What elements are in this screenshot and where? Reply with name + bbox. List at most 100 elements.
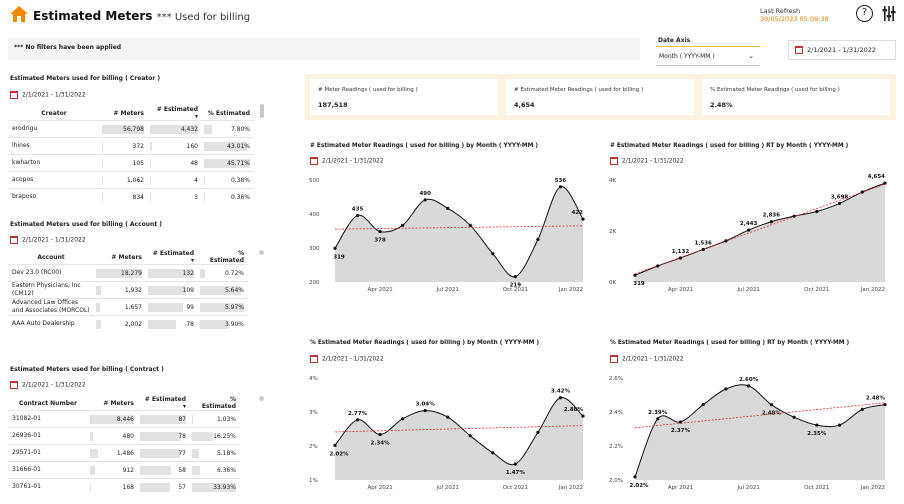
cell-text: 160 [186, 142, 198, 150]
y-tick-label: 4K [609, 178, 616, 184]
data-bar [140, 415, 186, 424]
chart3-title: % Estimated Meter Readings ( used for bi… [310, 340, 540, 346]
row-value: 48 [148, 154, 202, 172]
row-value: 912 [88, 461, 138, 479]
calendar-icon [795, 46, 803, 54]
data-bar [204, 193, 205, 202]
data-point [536, 430, 540, 434]
y-tick-label: 200 [309, 280, 320, 286]
data-point [792, 214, 796, 218]
column-header[interactable]: Account [37, 253, 65, 261]
row-value: 3 [148, 188, 202, 206]
contract-scrollbar[interactable] [259, 396, 264, 401]
sliders-icon[interactable] [882, 6, 896, 21]
sort-desc-icon: ▾ [194, 113, 198, 120]
data-point [333, 246, 337, 250]
table-row[interactable]: AAA Auto Dealership 2,002 78 3.90% [8, 315, 248, 333]
creator-date-range-text: 2/1/2021 - 1/31/2022 [22, 91, 86, 99]
cell-text: 58 [178, 466, 186, 474]
cell-text: Advanced Law Offices and Associates (MOR… [12, 299, 90, 314]
data-point [860, 190, 864, 194]
chart-pct-estimated-rt-by-month: 2.02% 2.39% 2.37% 2.60% 2.48% 2.35% 2.48% 2.0% 2… [609, 376, 887, 491]
column-header[interactable]: % Estimated [207, 109, 250, 117]
cell-text: Dev 23.0 (RC00) [12, 269, 62, 276]
cell-text: 3 [194, 193, 198, 201]
row-value: 168 [88, 478, 138, 496]
last-refresh-label: Last Refresh [760, 7, 801, 15]
data-label: 3.04% [416, 402, 436, 408]
column-header[interactable]: # Estimated ▾ [144, 396, 186, 410]
series-line [634, 384, 886, 478]
last-refresh-timestamp: 30/05/2023 05:09:38 [760, 15, 829, 23]
column-header[interactable]: # Meters [103, 399, 134, 407]
table-row[interactable]: 31082-01 8,446 87 1.03% [8, 410, 240, 428]
y-tick-label: 400 [309, 212, 320, 218]
y-tick-label: 1% [309, 478, 318, 484]
creator-table: Creator # Meters # Estimated ▾ % Estimated e… [8, 106, 254, 206]
column-header[interactable]: # Meters [113, 109, 144, 117]
data-bar [96, 303, 101, 312]
sort-desc-icon: ▾ [182, 403, 186, 410]
row-label: 26936-01 [8, 427, 88, 445]
cell-text: 480 [122, 432, 134, 440]
data-bar [148, 303, 183, 312]
chart-estimated-by-month: 319 435 378 490 219 536 422 200 300 400 500 Apr 202… [309, 178, 585, 293]
chevron-down-icon: ⌄ [748, 52, 754, 60]
table-row[interactable]: 29571-01 1,486 77 5.18% [8, 444, 240, 462]
data-point [769, 403, 773, 407]
help-icon[interactable]: ? [856, 5, 873, 22]
table-row[interactable]: kwharton 105 48 45.71% [8, 154, 254, 172]
data-point [837, 201, 842, 206]
x-tick-label: Oct 2021 [503, 287, 528, 293]
column-header[interactable]: % Estimated [201, 396, 236, 410]
column-header[interactable]: % Estimated [209, 250, 244, 264]
creator-scrollbar[interactable] [260, 104, 264, 118]
table-row[interactable]: 26936-01 480 78 16.25% [8, 427, 240, 445]
table-row[interactable]: Advanced Law Offices and Associates (MOR… [8, 298, 248, 316]
data-point [581, 414, 585, 418]
data-label: 2.60% [739, 377, 759, 383]
data-bar [204, 159, 250, 168]
data-point [701, 247, 705, 252]
cell-text: 31666-01 [12, 466, 41, 473]
table-row[interactable]: 30761-01 168 57 33.93% [8, 478, 240, 496]
data-point [883, 181, 887, 185]
data-point [558, 185, 563, 189]
table-row[interactable]: Dev 23.0 (RC00) 18,279 132 0.72% [8, 264, 248, 282]
date-range-value: 2/1/2021 - 1/31/2022 [807, 46, 876, 54]
column-header[interactable]: # Meters [111, 253, 142, 261]
date-range-picker[interactable]: 2/1/2021 - 1/31/2022 [788, 40, 896, 60]
x-tick-label: Apr 2021 [668, 287, 693, 293]
row-label: 29571-01 [8, 444, 88, 462]
column-header[interactable]: # Estimated ▾ [156, 106, 198, 120]
x-tick-label: Jan 2022 [860, 485, 885, 491]
x-tick-label: Oct 2021 [804, 287, 829, 293]
table-row[interactable]: Eastern Physicians, Inc (CM12) 1,932 109 5.… [8, 281, 248, 299]
area-fill [635, 384, 885, 480]
data-point [769, 220, 773, 224]
column-header[interactable]: # Estimated ▾ [152, 250, 194, 264]
data-bar [140, 449, 181, 458]
account-scrollbar[interactable] [259, 250, 264, 255]
data-label: 2,443 [740, 221, 758, 227]
data-label: 2.48% [762, 411, 782, 417]
row-label: erodrigu [8, 120, 100, 138]
data-point [558, 396, 563, 400]
data-bar [192, 432, 214, 441]
house-icon [10, 6, 28, 22]
column-header[interactable]: Creator [41, 109, 67, 117]
date-axis-selected-value: Month ( YYYY-MM ) [659, 53, 715, 60]
data-label: 2.37% [671, 428, 691, 434]
row-value: 2,002 [94, 315, 146, 333]
table-row[interactable]: acopos 1,062 4 0.38% [8, 171, 254, 189]
table-row[interactable]: braposo 834 3 0.36% [8, 188, 254, 206]
table-row[interactable]: lhines 372 160 43.01% [8, 137, 254, 155]
column-header[interactable]: Contract Number [18, 399, 78, 407]
date-axis-dropdown[interactable]: Month ( YYYY-MM ) ⌄ [656, 46, 760, 66]
data-bar [148, 320, 176, 329]
cell-text: 30761-01 [12, 483, 41, 491]
row-value: 78 [146, 315, 198, 333]
table-row[interactable]: 31666-01 912 58 6.36% [8, 461, 240, 479]
table-row[interactable]: erodrigu 56,798 4,432 7.80% [8, 120, 254, 138]
data-label: 490 [419, 191, 431, 197]
